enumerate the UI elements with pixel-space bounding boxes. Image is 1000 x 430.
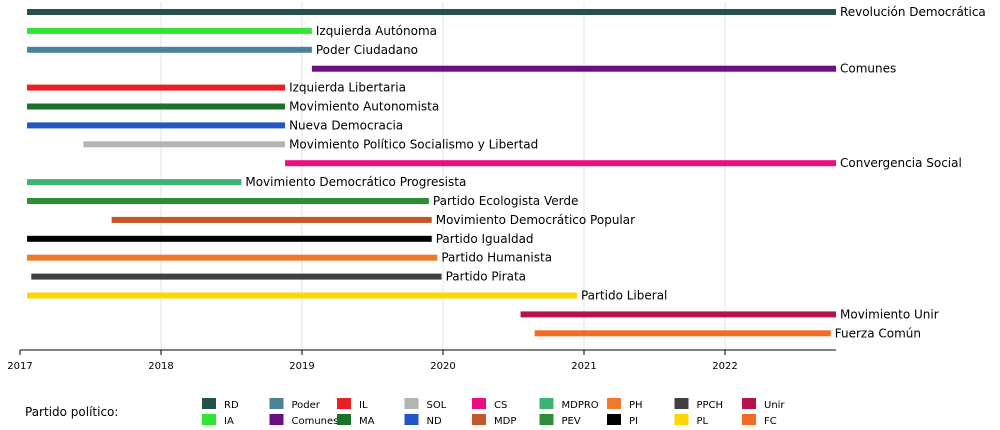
legend-label: RD	[224, 400, 239, 411]
legend-swatch	[269, 414, 284, 425]
legend-label: PH	[629, 400, 643, 411]
bar-label: Partido Igualdad	[436, 232, 534, 246]
legend-swatch	[607, 398, 621, 409]
bar-ma	[27, 103, 286, 110]
bar-poder	[27, 46, 312, 53]
bar-il	[27, 84, 286, 91]
bar-ppch	[31, 273, 442, 280]
legend-label: MDP	[494, 416, 516, 427]
legend-label: PPCH	[697, 400, 724, 411]
bar-label: Comunes	[840, 62, 896, 76]
legend-swatch	[202, 414, 216, 425]
legend-label: ND	[427, 416, 442, 427]
legend-label: IA	[224, 416, 234, 427]
legend-label: FC	[764, 416, 777, 427]
legend-label: Poder	[292, 400, 321, 411]
bar-label: Partido Pirata	[446, 270, 526, 284]
legend-swatch	[539, 398, 554, 409]
bar-label: Fuerza Común	[835, 326, 921, 340]
bar-cs	[285, 160, 837, 167]
legend-swatch	[674, 398, 689, 409]
bar-unir	[520, 311, 836, 318]
legend-swatch	[742, 398, 756, 409]
grid-lines	[160, 2, 726, 350]
legend-swatch	[674, 414, 689, 425]
tick-label: 2019	[289, 361, 314, 372]
legend: RD IA Poder Comunes IL MA SOL ND CS MDP MDPRO PEV PH…	[202, 398, 785, 427]
tick-label: 2021	[571, 361, 596, 372]
bar-label: Izquierda Libertaria	[289, 81, 406, 95]
legend-swatch	[337, 398, 351, 409]
bar-label: Partido Liberal	[581, 289, 667, 303]
legend-label: Comunes	[292, 416, 339, 427]
legend-label: PI	[629, 416, 638, 427]
legend-swatch	[269, 398, 284, 409]
bar-label: Movimiento Político Socialismo y Liberta…	[289, 137, 538, 151]
bar-pl	[27, 292, 577, 299]
legend-swatch	[472, 414, 486, 425]
bar-comunes	[311, 65, 836, 72]
legend-swatch	[404, 414, 419, 425]
legend-swatch	[337, 414, 351, 425]
legend-label: MA	[359, 416, 375, 427]
bar-pev	[27, 198, 429, 204]
tick-label: 2017	[7, 361, 32, 372]
bar-mdp	[111, 216, 432, 223]
bar-label: Movimiento Autonomista	[289, 100, 439, 114]
legend-label: Unir	[764, 400, 785, 411]
tick-label: 2020	[430, 361, 455, 372]
legend-label: SOL	[427, 400, 447, 411]
bar-label: Movimiento Democrático Popular	[436, 213, 635, 227]
legend-swatch	[472, 398, 486, 409]
bar-nd	[27, 122, 286, 129]
bar-label: Nueva Democracia	[289, 118, 403, 132]
legend-label: IL	[359, 400, 368, 411]
legend-swatch	[539, 414, 554, 425]
x-axis-ticks: 2017 2018 2019 2020 2021 2022	[7, 350, 738, 372]
bar-ia	[27, 27, 312, 34]
bar-fc	[534, 330, 831, 337]
bar-label: Partido Humanista	[441, 251, 552, 265]
legend-label: PEV	[562, 416, 581, 427]
legend-swatch	[607, 414, 621, 425]
bar-label: Izquierda Autónoma	[316, 24, 437, 38]
bar-label: Movimiento Democrático Progresista	[245, 175, 466, 189]
legend-label: MDPRO	[562, 400, 599, 411]
tick-label: 2022	[712, 361, 737, 372]
legend-title: Partido político:	[25, 405, 118, 419]
legend-swatch	[742, 414, 756, 425]
bars-group: Revolución Democrática Izquierda Autónoma…	[27, 5, 986, 340]
bar-label: Poder Ciudadano	[316, 43, 418, 57]
legend-label: PL	[697, 416, 709, 427]
bar-label: Convergencia Social	[840, 156, 962, 170]
bar-rd	[27, 9, 837, 15]
tick-label: 2018	[148, 361, 173, 372]
bar-ph	[27, 254, 438, 261]
bar-label: Revolución Democrática	[840, 5, 986, 19]
bar-mdpro	[27, 179, 242, 186]
bar-label: Movimiento Unir	[840, 307, 939, 321]
legend-swatch	[202, 398, 216, 409]
bar-label: Partido Ecologista Verde	[433, 194, 578, 208]
legend-swatch	[404, 398, 419, 409]
bar-sol	[83, 141, 286, 148]
bar-pi	[27, 235, 432, 242]
legend-label: CS	[494, 400, 507, 411]
